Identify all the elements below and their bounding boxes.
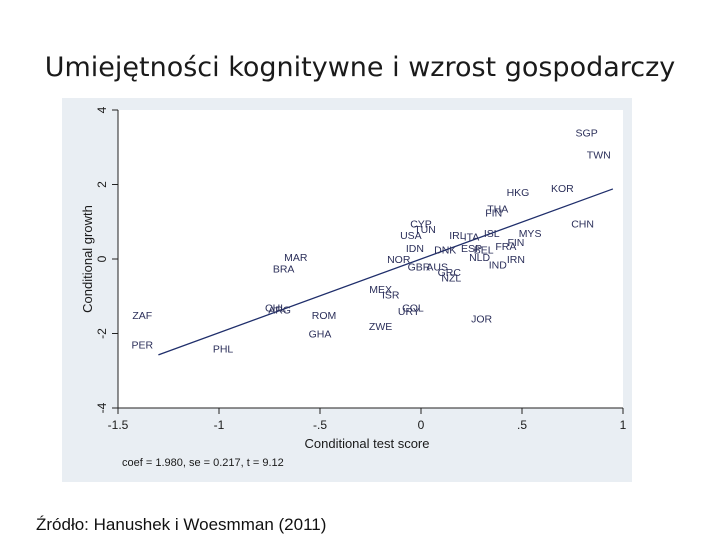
point-label-col: COL <box>402 302 424 314</box>
y-axis-label: Conditional growth <box>80 205 95 313</box>
point-label-arg: ARG <box>268 304 291 316</box>
source-note: Źródło: Hanushek i Woesmman (2011) <box>36 515 327 534</box>
regression-annotation: coef = 1.980, se = 0.217, t = 9.12 <box>122 457 284 469</box>
y-tick-label: -2 <box>95 328 109 339</box>
chart-panel: -1.5 -1 -.5 0.5 1 -4 -2 0 2 4 SGP TWN HKG KOR THA FIN C… <box>62 98 632 482</box>
slide-title: Umiejętności kognitywne i wzrost gospoda… <box>44 52 676 83</box>
point-label-fin: FIN <box>485 207 502 219</box>
point-label-kor: KOR <box>551 183 574 195</box>
point-label-idn: IDN <box>406 243 424 255</box>
point-label-twn: TWN <box>587 150 611 162</box>
point-label-nor: NOR <box>387 254 411 266</box>
point-label-phl: PHL <box>213 343 234 355</box>
point-label-bel: BEL <box>474 245 494 257</box>
point-label-gbr: GBR <box>408 261 431 273</box>
point-label-bra: BRA <box>273 263 295 275</box>
y-tick-label: 0 <box>95 255 109 262</box>
point-label-mex: MEX <box>369 284 392 296</box>
point-label-fra: FRA <box>495 241 516 253</box>
point-label-chl: CHL <box>265 302 286 314</box>
point-label-grc: GRC <box>438 267 462 279</box>
point-label-tun: TUN <box>414 224 436 236</box>
regression-line <box>158 188 614 356</box>
point-label-ind: IND <box>489 260 508 272</box>
x-axis-label: Conditional test score <box>304 436 429 451</box>
fit-line-group <box>158 188 614 356</box>
point-label-hkg: HKG <box>507 187 530 199</box>
point-label-chn: CHN <box>571 219 594 231</box>
point-label-rom: ROM <box>312 310 337 322</box>
point-label-nld: NLD <box>469 252 490 264</box>
point-label-zwe: ZWE <box>369 321 392 333</box>
point-label-mar: MAR <box>284 252 308 264</box>
point-label-irn: IRN <box>507 254 525 266</box>
point-label-aus: AUS <box>426 261 448 273</box>
point-label-nzl: NZL <box>441 273 461 285</box>
plot-area <box>118 110 623 408</box>
x-tick-label: -.5 <box>313 418 327 432</box>
y-tick-label: 4 <box>95 106 109 113</box>
point-label-cyp: CYP <box>410 219 432 231</box>
x-tick-label: -1.5 <box>108 418 129 432</box>
point-label-gha: GHA <box>309 329 332 341</box>
point-label-mys: MYS <box>519 228 542 240</box>
x-tick-label: 0 <box>418 418 425 432</box>
point-label-fin: FIN <box>507 237 524 249</box>
point-label-ita: ITA <box>464 232 480 244</box>
point-label-isr: ISR <box>382 289 400 301</box>
point-label-per: PER <box>131 340 153 352</box>
y-tick-label: 2 <box>95 181 109 188</box>
x-tick-label: -1 <box>214 418 225 432</box>
x-tick-label: 1 <box>620 418 627 432</box>
point-label-ury: URY <box>398 306 420 318</box>
point-label-zaf: ZAF <box>132 310 152 322</box>
point-label-tha: THA <box>487 204 508 216</box>
axes: -1.5 -1 -.5 0 .5 1 -4 -2 0 2 4 <box>95 106 627 432</box>
y-tick-label: -4 <box>95 402 109 413</box>
point-label-irl: IRL <box>449 230 466 242</box>
point-label-dnk: DNK <box>434 245 456 257</box>
point-label-sgp: SGP <box>576 127 598 139</box>
x-tick-label: .5 <box>517 418 527 432</box>
point-label-usa: USA <box>400 230 422 242</box>
point-label-esp: ESP <box>461 243 482 255</box>
point-label-jor: JOR <box>471 314 492 326</box>
point-label-isl: ISL <box>484 228 500 240</box>
